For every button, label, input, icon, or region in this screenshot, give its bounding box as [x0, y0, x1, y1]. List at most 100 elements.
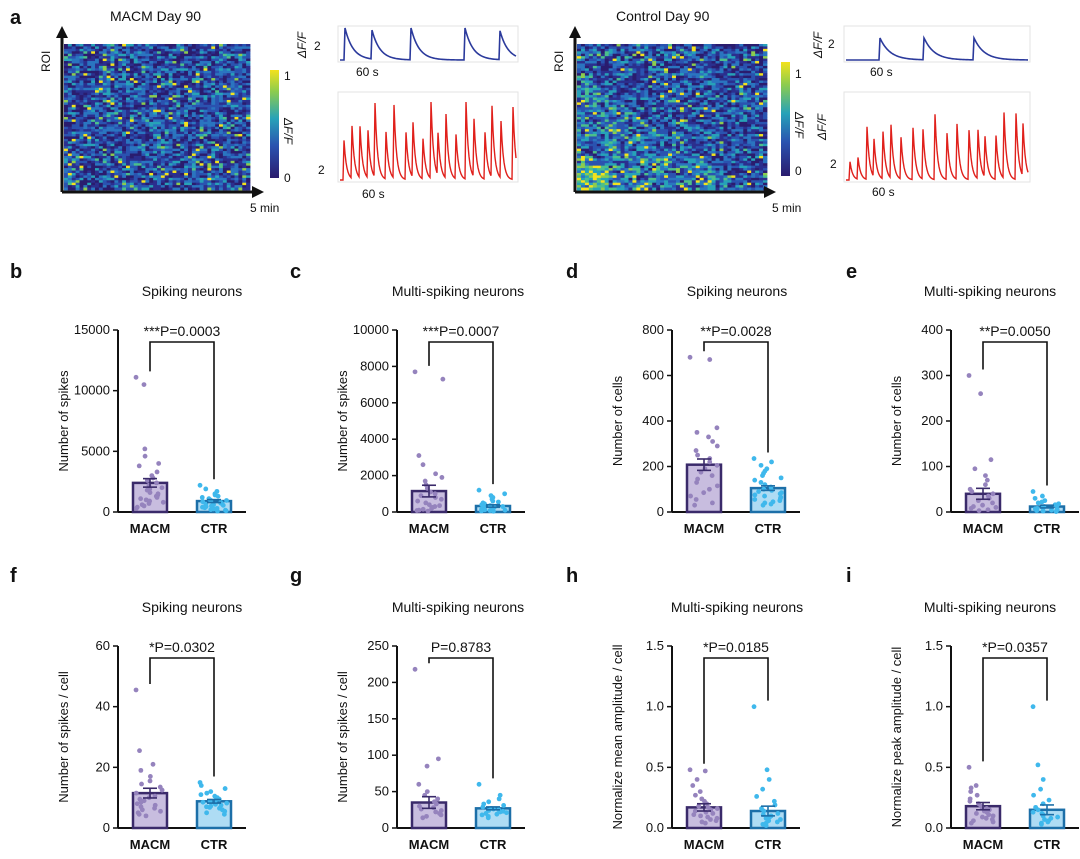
heatmap-cell [83, 121, 88, 125]
heatmap-cell [126, 78, 131, 81]
heatmap-cell [191, 99, 197, 103]
heatmap-cell [699, 68, 705, 72]
heatmap-cell [133, 136, 139, 140]
heatmap-cell [612, 73, 617, 77]
heatmap-cell [238, 129, 243, 132]
heatmap-cell [195, 63, 201, 67]
heatmap-cell [98, 85, 104, 89]
heatmap-cell [160, 153, 166, 157]
heatmap-cell [226, 126, 232, 130]
heatmap-cell [129, 163, 135, 167]
heatmap-cell [91, 141, 96, 145]
heatmap-cell [743, 87, 748, 91]
heatmap-cell [588, 63, 594, 67]
heatmap-cell [106, 153, 111, 157]
heatmap-cell [145, 185, 150, 188]
heatmap-cell [172, 92, 177, 96]
heatmap-cell [592, 44, 598, 47]
heatmap-cell [188, 65, 193, 69]
heatmap-cell [632, 92, 637, 96]
heatmap-cell [612, 99, 617, 103]
heatmap-cell [751, 124, 756, 128]
heatmap-cell [215, 136, 220, 140]
heatmap-cell [222, 80, 228, 84]
colorbar-min: 0 [284, 171, 291, 185]
heatmap-cell [203, 134, 208, 137]
heatmap-cell [199, 114, 204, 118]
heatmap-cell [114, 131, 119, 135]
heatmap-cell [141, 172, 146, 176]
heatmap-cell [238, 126, 243, 130]
heatmap-cell [648, 114, 653, 118]
heatmap-cell [577, 75, 582, 79]
heatmap-cell [164, 63, 170, 67]
heatmap-cell [98, 112, 104, 115]
heatmap-cell [620, 46, 625, 50]
heatmap-cell [715, 46, 720, 50]
heatmap-cell [95, 163, 100, 167]
heatmap-cell [679, 99, 685, 103]
heatmap-cell [153, 163, 158, 167]
heatmap-cell [691, 80, 697, 84]
heatmap-cell [242, 51, 247, 55]
heatmap-cell [133, 138, 139, 142]
heatmap-cell [149, 129, 154, 132]
heatmap-cell [636, 68, 641, 72]
heatmap-cell [118, 109, 123, 113]
heatmap-cell [652, 114, 657, 118]
heatmap-cell [195, 187, 201, 191]
heatmap-cell [176, 141, 181, 145]
heatmap-cell [632, 124, 637, 128]
heatmap-cell [636, 121, 641, 125]
heatmap-cell [164, 168, 170, 171]
heatmap-cell [122, 175, 127, 179]
heatmap-cell [747, 48, 752, 52]
heatmap-cell [195, 58, 201, 62]
heatmap-cell [176, 114, 181, 118]
heatmap-cell [719, 138, 724, 142]
heatmap-cell [234, 51, 239, 55]
heatmap-cell [95, 126, 100, 130]
heatmap-cell [699, 129, 705, 132]
heatmap-cell [71, 53, 77, 57]
heatmap-cell [600, 90, 606, 94]
heatmap-cell [203, 185, 208, 188]
heatmap-cell [191, 107, 197, 111]
heatmap-cell [153, 85, 158, 89]
heatmap-cell [759, 141, 764, 145]
heatmap-cell [203, 53, 208, 57]
heatmap-cell [199, 138, 204, 142]
heatmap-cell [246, 48, 251, 52]
heatmap-cell [118, 126, 123, 130]
heatmap-cell [145, 182, 150, 186]
heatmap-cell [64, 80, 69, 84]
heatmap-cell [160, 68, 166, 72]
heatmap-cell [652, 73, 657, 77]
heatmap-cell [679, 129, 685, 132]
heatmap-cell [211, 78, 216, 81]
heatmap-cell [87, 44, 92, 47]
heatmap-cell [679, 148, 685, 152]
heatmap-cell [731, 73, 736, 77]
heatmap-cell [122, 155, 127, 159]
heatmap-cell [672, 68, 677, 72]
heatmap-cell [195, 102, 201, 106]
heatmap-cell [620, 44, 625, 47]
heatmap-cell [168, 185, 173, 188]
heatmap-cell [71, 175, 77, 179]
heatmap-cell [652, 68, 657, 72]
heatmap-cell [596, 78, 602, 81]
heatmap-cell [176, 107, 181, 111]
heatmap-cell [211, 177, 216, 181]
heatmap-cell [652, 78, 657, 81]
heatmap-cell [755, 124, 760, 128]
heatmap-cell [172, 160, 177, 164]
heatmap-cell [114, 90, 119, 94]
heatmap-cell [219, 73, 224, 77]
heatmap-cell [153, 92, 158, 96]
heatmap-cell [743, 90, 748, 94]
heatmap-cell [632, 99, 637, 103]
heatmap-cell [184, 180, 189, 184]
heatmap-cell [612, 112, 617, 115]
heatmap-cell [157, 63, 162, 67]
